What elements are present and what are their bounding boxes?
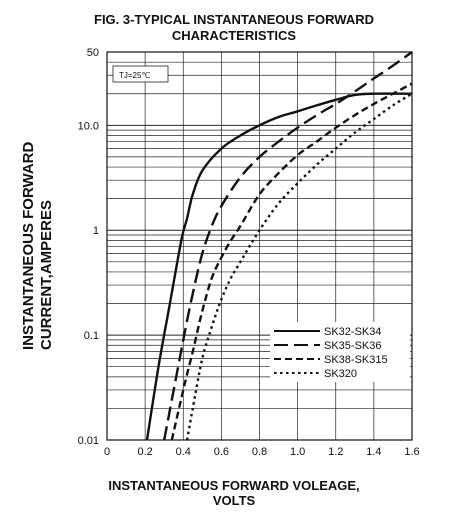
y-tick-label: 10.0 (78, 120, 99, 132)
y-tick-label: 0.01 (78, 435, 99, 447)
chart-title-line-2: CHARACTERISTICS (171, 28, 297, 43)
x-tick-label: 0 (104, 446, 110, 458)
x-tick-label: 1.6 (404, 446, 419, 458)
y-tick-label: 0.1 (84, 330, 99, 342)
annotation-box (112, 65, 169, 83)
y-tick-label: 50 (87, 47, 99, 59)
annotation-text: TJ=25℃ (119, 71, 150, 80)
x-tick-label: 1.0 (290, 446, 305, 458)
x-tick-label: 1.2 (328, 446, 343, 458)
x-tick-label: 0.4 (176, 446, 191, 458)
plot-border (106, 51, 413, 441)
x-tick-label: 0.2 (137, 446, 152, 458)
chart-title-line-1: FIG. 3-TYPICAL INSTANTANEOUS FORWARD (94, 12, 374, 27)
x-axis-label-line-2: VOLTS (212, 493, 256, 508)
legend-label: SK320 (324, 368, 357, 380)
legend-label: SK38-SK315 (324, 354, 388, 366)
series-line-sk35-sk36 (163, 51, 413, 441)
x-tick-label: 0.8 (252, 446, 267, 458)
x-tick-label: 0.6 (214, 446, 229, 458)
x-axis-label-line-1: INSTANTANEOUS FORWARD VOLEAGE, (108, 478, 360, 493)
series-line-sk32-sk34 (145, 92, 413, 441)
series-line-sk320 (185, 92, 413, 441)
x-tick-label: 1.4 (366, 446, 381, 458)
legend-label: SK32-SK34 (324, 326, 381, 338)
legend-label: SK35-SK36 (324, 340, 381, 352)
y-tick-label: 1 (93, 225, 99, 237)
